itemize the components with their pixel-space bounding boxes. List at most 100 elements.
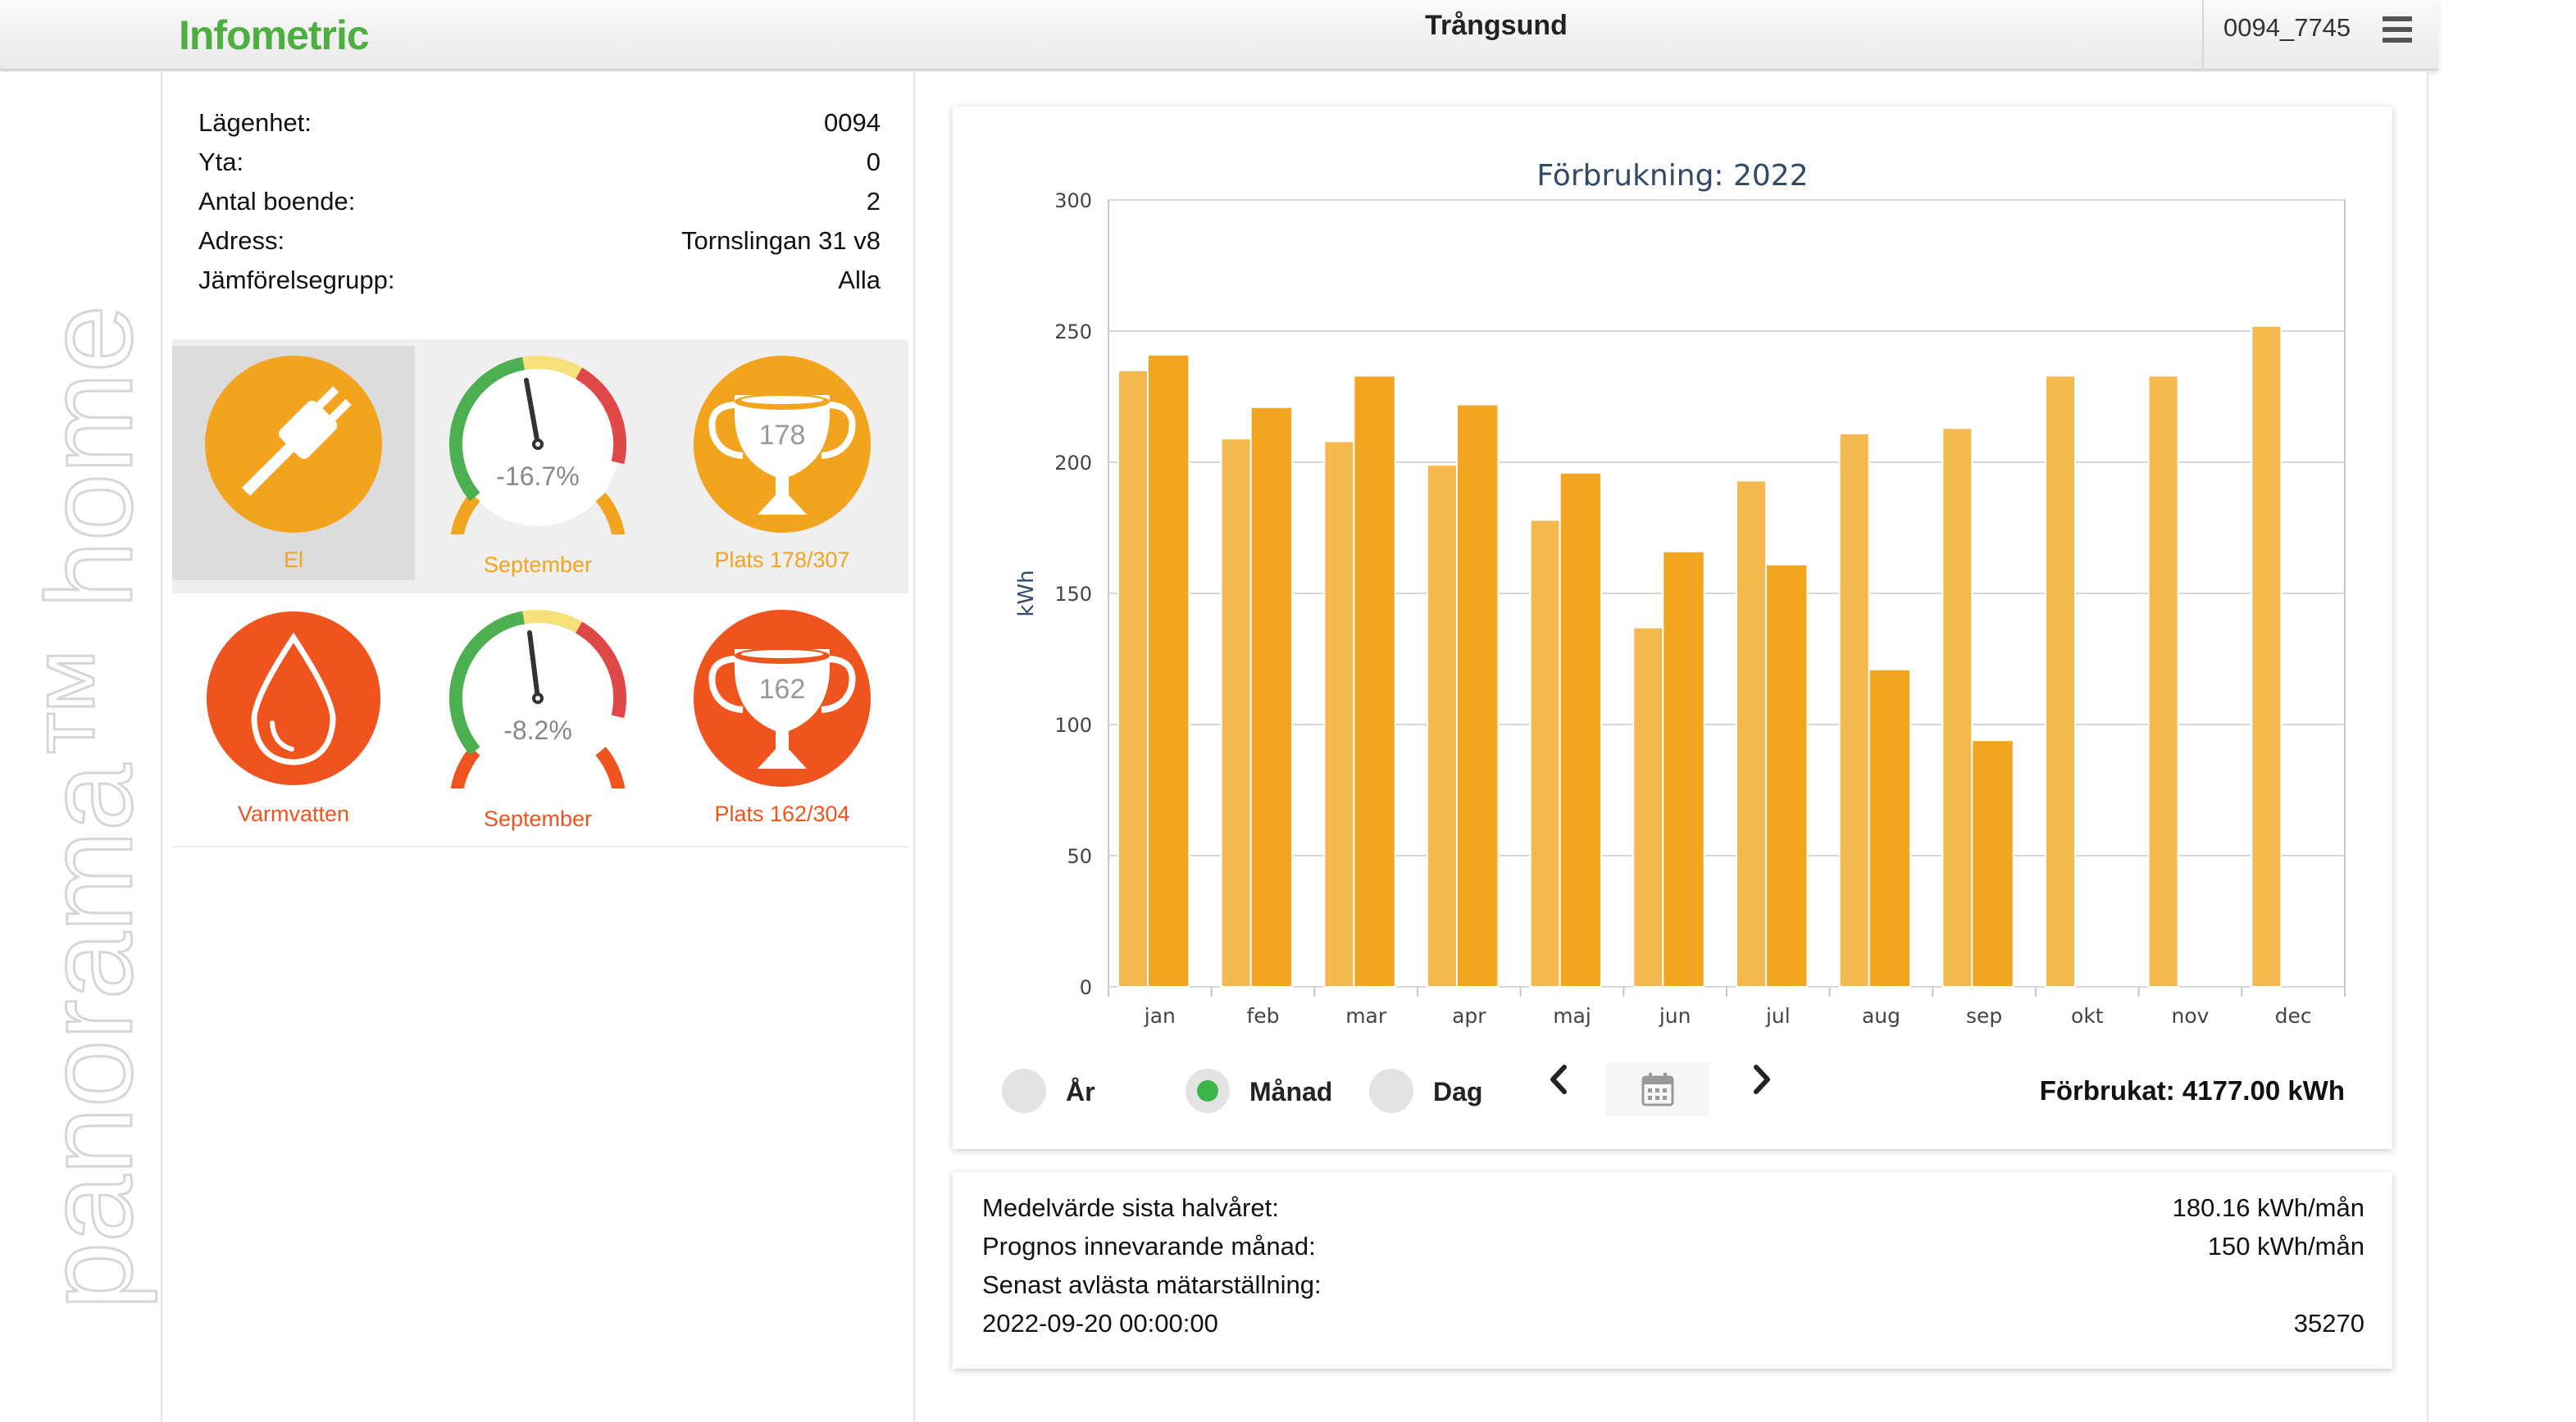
info-label: Yta: <box>198 148 244 176</box>
bar-sep-s1[interactable] <box>1971 739 2014 988</box>
x-tick-label: okt <box>2071 1004 2104 1028</box>
user-id: 0094_7745 <box>2223 13 2351 42</box>
stat-value: 180.16 kWh/mån <box>2172 1193 2364 1222</box>
el-gauge-value: -16.7% <box>496 461 579 491</box>
info-row: Adress: Tornslingan 31 v8 <box>198 226 881 266</box>
chart-card: Förbrukning: 2022 kWh 0 50 100 150 200 250 300… <box>953 107 2392 1149</box>
calendar-button[interactable] <box>1605 1062 1710 1116</box>
info-value: 0094 <box>824 108 881 137</box>
bar-apr-s1[interactable] <box>1456 403 1500 988</box>
info-row: Jämförelsegrupp: Alla <box>198 266 881 305</box>
radio-dot-selected[interactable] <box>1186 1069 1230 1113</box>
bar-aug-s1[interactable] <box>1868 668 1912 988</box>
trophy-icon: 162 <box>694 610 871 787</box>
radio-dot[interactable] <box>1002 1069 1046 1113</box>
plug-icon <box>205 356 382 533</box>
info-value: Alla <box>838 266 881 294</box>
varmvatten-label: Varmvatten <box>237 802 350 826</box>
stat-value: 150 kWh/mån <box>2207 1232 2364 1261</box>
info-label: Lägenhet: <box>198 108 312 137</box>
bar-mar-s0[interactable] <box>1323 440 1355 988</box>
x-tick-label: nov <box>2172 1004 2210 1028</box>
bar-jul-s1[interactable] <box>1765 563 1809 988</box>
chevron-right-icon[interactable] <box>1745 1059 1777 1100</box>
bar-maj-s0[interactable] <box>1529 519 1561 988</box>
stat-row: 2022-09-20 00:00:00 35270 <box>982 1309 2364 1348</box>
page-title: Trångsund <box>1425 10 1568 41</box>
bar-jan-s1[interactable] <box>1147 353 1190 988</box>
varmvatten-row: Varmvatten -8.2% September <box>172 593 908 847</box>
brand-watermark: panorama™ home <box>21 304 159 1311</box>
y-axis-label: kWh <box>1014 570 1039 616</box>
radio-dag-label: Dag <box>1433 1077 1483 1106</box>
x-tick-label: jun <box>1659 1004 1691 1028</box>
chart-title: Förbrukning: 2022 <box>1536 159 1808 193</box>
varmvatten-rank-label: Plats 162/304 <box>714 802 850 826</box>
calendar-icon <box>1641 1073 1674 1106</box>
info-row: Antal boende: 2 <box>198 187 881 226</box>
stat-row: Senast avlästa mätarställning: <box>982 1270 2364 1310</box>
bar-maj-s1[interactable] <box>1559 471 1603 988</box>
info-value: Tornslingan 31 v8 <box>681 226 881 255</box>
bar-jun-s0[interactable] <box>1632 626 1664 988</box>
user-box: 0094_7745 <box>2202 0 2438 70</box>
bar-sep-s0[interactable] <box>1941 427 1973 988</box>
varmvatten-gauge-tile[interactable]: -8.2% September <box>416 600 659 834</box>
side-brand: panorama™ home <box>0 72 161 1422</box>
varmvatten-gauge-value: -8.2% <box>503 716 572 745</box>
bar-jul-s0[interactable] <box>1736 479 1767 988</box>
gauge-icon: -16.7% <box>449 356 627 534</box>
x-tick-label: apr <box>1452 1004 1486 1028</box>
chart-controls: År Månad Dag <box>953 1059 2392 1124</box>
x-tick-label: sep <box>1966 1004 2002 1028</box>
varmvatten-rank-tile[interactable]: 162 Plats 162/304 <box>661 600 903 834</box>
bar-feb-s0[interactable] <box>1220 438 1252 988</box>
stat-label: Prognos innevarande månad: <box>982 1232 1316 1261</box>
info-value: 2 <box>866 187 881 216</box>
consumption-chart: Förbrukning: 2022 kWh 0 50 100 150 200 250 300… <box>1014 159 2346 1028</box>
x-tick-label: aug <box>1862 1004 1900 1028</box>
chevron-left-icon[interactable] <box>1543 1059 1576 1100</box>
utility-tiles: El -16.7% September <box>172 339 908 847</box>
bar-okt-s0[interactable] <box>2045 375 2076 988</box>
left-panel: Lägenhet: 0094 Yta: 0 Antal boende: 2 Adress: T… <box>161 72 915 1422</box>
bar-aug-s0[interactable] <box>1838 432 1870 988</box>
stats-card: Medelvärde sista halvåret: 180.16 kWh/mån… <box>953 1172 2392 1369</box>
radio-ar-label: År <box>1066 1077 1095 1106</box>
bar-nov-s0[interactable] <box>2147 375 2179 988</box>
el-rank-tile[interactable]: 178 Plats 178/307 <box>661 346 903 580</box>
stat-label: 2022-09-20 00:00:00 <box>982 1309 1218 1338</box>
bar-jun-s1[interactable] <box>1662 550 1705 988</box>
y-tick-label: 250 <box>1054 320 1092 343</box>
x-tick-label: feb <box>1246 1004 1279 1028</box>
y-tick-label: 200 <box>1054 452 1092 475</box>
el-gauge-tile[interactable]: -16.7% September <box>416 346 659 580</box>
bar-dec-s0[interactable] <box>2251 325 2282 988</box>
bar-mar-s1[interactable] <box>1353 375 1396 988</box>
trophy-icon: 178 <box>694 356 871 533</box>
el-label: El <box>283 547 303 572</box>
stat-value: 35270 <box>2293 1309 2364 1338</box>
stat-row: Medelvärde sista halvåret: 180.16 kWh/mån <box>982 1193 2364 1233</box>
el-tile[interactable]: El <box>172 346 415 580</box>
varmvatten-gauge-label: September <box>483 806 593 831</box>
varmvatten-tile[interactable]: Varmvatten <box>172 600 415 834</box>
logo[interactable]: Infometric <box>179 12 370 58</box>
y-tick-label: 150 <box>1054 583 1092 606</box>
bar-jan-s0[interactable] <box>1117 370 1149 988</box>
radio-manad-label: Månad <box>1249 1077 1333 1106</box>
el-rank-label: Plats 178/307 <box>714 547 850 572</box>
info-row: Lägenhet: 0094 <box>198 108 881 148</box>
bar-feb-s1[interactable] <box>1249 406 1294 988</box>
hamburger-menu-icon[interactable] <box>2383 16 2412 43</box>
top-bar: Infometric Trångsund 0094_7745 <box>0 0 2438 70</box>
info-label: Adress: <box>198 226 285 255</box>
total-consumption: Förbrukat: 4177.00 kWh <box>2039 1075 2345 1106</box>
radio-dot[interactable] <box>1369 1069 1413 1113</box>
x-tick-label: mar <box>1345 1004 1387 1028</box>
info-label: Antal boende: <box>198 187 356 216</box>
bar-apr-s0[interactable] <box>1427 464 1458 988</box>
water-drop-icon <box>207 611 380 785</box>
y-tick-label: 100 <box>1054 714 1092 737</box>
